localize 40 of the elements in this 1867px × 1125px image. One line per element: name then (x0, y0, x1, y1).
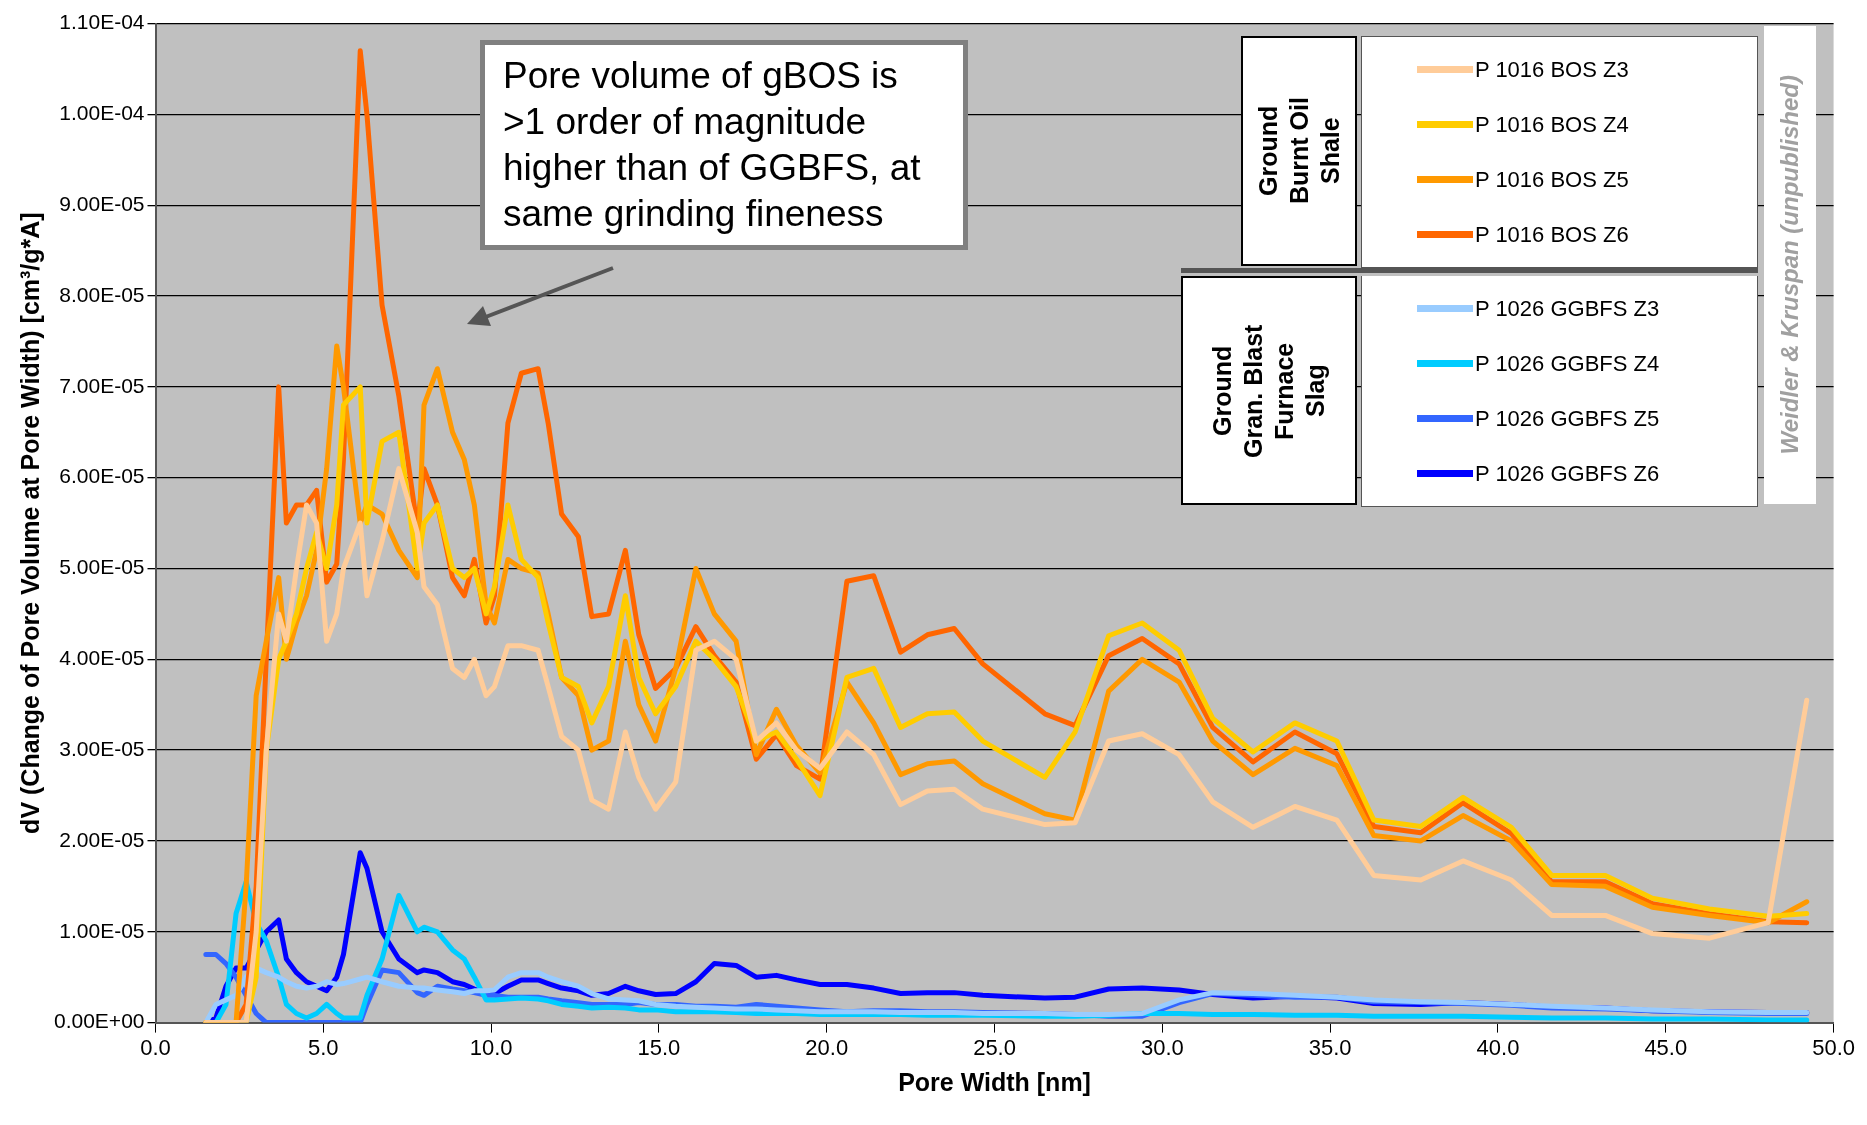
annotation: Ground Gran. Blast Furnace Slag (1207, 322, 1330, 460)
y-tick-label: 0.00E+00 (53, 1009, 145, 1033)
y-axis-title: dV (Change of Pore Volume at Pore Width) [cm³/g*A] (15, 212, 44, 834)
legend-label: P 1016 BOS Z4 (1475, 111, 1629, 138)
y-tick-label: 1.00E-04 (59, 101, 145, 125)
label-box: Ground Gran. Blast Furnace Slag (1181, 276, 1357, 505)
x-tick-label: 5.0 (308, 1034, 339, 1060)
x-axis-title: Pore Width [nm] (898, 1067, 1091, 1096)
x-tick-label: 35.0 (1308, 1034, 1352, 1060)
x-tick-label: 20.0 (805, 1034, 849, 1060)
y-tick-label: 6.00E-05 (59, 464, 145, 488)
legend-label: P 1026 GGBFS Z6 (1475, 460, 1660, 487)
x-tick-label: 10.0 (469, 1034, 513, 1060)
legend-label: P 1016 BOS Z6 (1475, 221, 1629, 248)
y-tick-label: 8.00E-05 (59, 282, 145, 306)
y-tick-label: 3.00E-05 (59, 736, 145, 760)
legend-label: P 1026 GGBFS Z4 (1475, 350, 1660, 377)
y-tick-label: 7.00E-05 (59, 373, 145, 397)
y-tick-label: 5.00E-05 (59, 555, 145, 579)
legend-label: P 1016 BOS Z3 (1475, 56, 1629, 83)
note-box: Weidler & Kruspan (unpublished) (1764, 26, 1816, 504)
x-tick-label: 45.0 (1644, 1034, 1688, 1060)
legend-label: P 1026 GGBFS Z3 (1475, 295, 1660, 322)
x-tick-label: 50.0 (1812, 1034, 1855, 1060)
x-tick-label: 25.0 (973, 1034, 1016, 1060)
x-tick-label: 15.0 (637, 1034, 681, 1060)
annotation: Weidler & Kruspan (unpublished) (1776, 75, 1804, 455)
annotation: Ground Burnt Oil Shale (1252, 96, 1345, 207)
legend-label: P 1026 GGBFS Z5 (1475, 405, 1660, 432)
label-box: Ground Burnt Oil Shale (1241, 36, 1357, 266)
x-tick-label: 30.0 (1140, 1034, 1184, 1060)
legend-label: P 1016 BOS Z5 (1475, 166, 1629, 193)
y-tick-label: 9.00E-05 (59, 192, 145, 216)
x-tick-label: 0.0 (140, 1034, 171, 1060)
y-tick-label: 4.00E-05 (59, 646, 145, 670)
y-tick-label: 1.10E-04 (59, 10, 145, 34)
y-tick-label: 1.00E-05 (59, 918, 145, 942)
annotation: Pore volume of gBOS is >1 order of magnitude higher than of GGBFS, at same grinding fineness (480, 40, 968, 250)
y-tick-label: 2.00E-05 (59, 827, 145, 851)
x-tick-label: 40.0 (1476, 1034, 1520, 1060)
